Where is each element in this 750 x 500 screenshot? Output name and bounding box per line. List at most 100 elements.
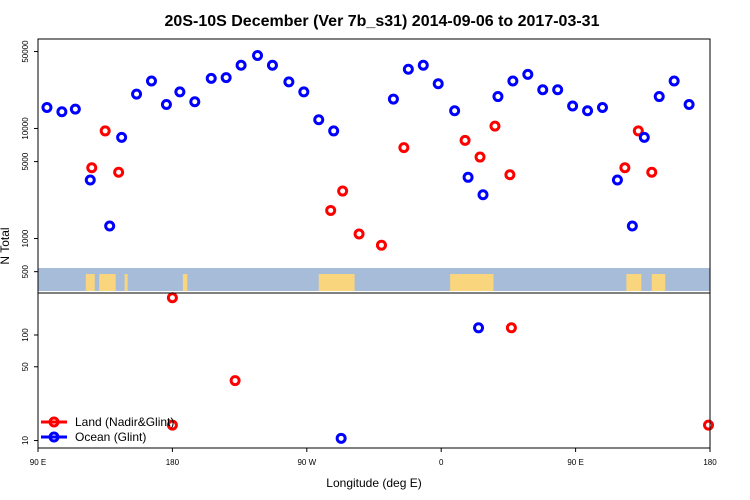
x-tick-label-5: 180: [703, 458, 717, 467]
map-land-2: [124, 274, 128, 291]
x-tick-label-1: 180: [166, 458, 180, 467]
x-tick-label-2: 90 W: [297, 458, 316, 467]
top-ocean-point-30: [537, 84, 549, 96]
top-land-point-15: [646, 166, 658, 178]
top-ocean-point-21: [402, 63, 414, 75]
bottom-y-tick-label-2: 100: [21, 328, 30, 342]
top-ocean-point-32: [567, 100, 579, 112]
legend-land-marker: [48, 416, 60, 428]
top-y-tick-label-1: 1000: [21, 229, 30, 247]
x-tick-label-0: 90 E: [30, 458, 46, 467]
top-ocean-point-24: [449, 105, 461, 117]
bottom-ocean-point-1: [473, 322, 485, 334]
x-tick-label-4: 90 E: [567, 458, 583, 467]
top-ocean-point-7: [145, 75, 157, 87]
top-ocean-point-40: [683, 99, 695, 111]
top-ocean-point-33: [582, 105, 594, 117]
top-ocean-point-0: [41, 102, 53, 114]
top-y-tick-label-2: 5000: [21, 152, 30, 170]
top-y-tick-label-3: 10000: [21, 117, 30, 140]
top-ocean-point-31: [552, 84, 564, 96]
legend-land-label: Land (Nadir&Glint): [75, 415, 174, 429]
top-land-point-0: [86, 162, 98, 174]
x-axis: 90 E 180 90 W 0 90 E 180: [30, 448, 717, 467]
top-land-point-6: [353, 228, 365, 240]
top-ocean-point-37: [638, 131, 650, 143]
top-land-point-9: [459, 134, 471, 146]
top-y-tick-label-4: 50000: [21, 40, 30, 63]
map-ocean: [38, 268, 710, 291]
bottom-land-point-0: [166, 419, 178, 431]
bottom-land-point-2: [505, 322, 517, 334]
top-ocean-point-20: [387, 93, 399, 105]
top-panel-points: [41, 50, 695, 304]
top-ocean-point-9: [174, 86, 186, 98]
map-land-6: [626, 274, 642, 291]
legend-ocean-label: Ocean (Glint): [75, 430, 146, 444]
top-ocean-point-4: [104, 220, 116, 232]
top-ocean-point-10: [189, 96, 201, 108]
top-ocean-point-6: [131, 88, 143, 100]
top-ocean-point-28: [507, 75, 519, 87]
bottom-y-tick-label-1: 50: [21, 362, 30, 371]
map-land-3: [182, 274, 188, 291]
bottom-panel-y-axis: 10 50 100: [21, 328, 38, 445]
top-land-point-13: [619, 162, 631, 174]
top-ocean-point-23: [432, 78, 444, 90]
top-ocean-point-22: [417, 59, 429, 71]
x-axis-label: Longitude (deg E): [326, 476, 421, 490]
top-land-point-11: [489, 120, 501, 132]
top-ocean-point-11: [205, 72, 217, 84]
map-land-0: [85, 274, 95, 291]
y-axis-label: N Total: [0, 227, 12, 264]
top-land-point-10: [474, 151, 486, 163]
top-ocean-point-17: [298, 86, 310, 98]
top-land-point-12: [504, 169, 516, 181]
top-ocean-point-5: [116, 131, 128, 143]
map-land-4: [318, 274, 355, 291]
top-ocean-point-34: [596, 102, 608, 114]
top-ocean-point-36: [626, 220, 638, 232]
top-ocean-point-18: [313, 114, 325, 126]
top-ocean-point-13: [235, 59, 247, 71]
top-land-point-7: [375, 239, 387, 251]
bottom-y-tick-label-0: 10: [21, 436, 30, 445]
top-land-point-4: [325, 204, 337, 216]
top-panel-frame: [37, 38, 711, 294]
bottom-land-point-1: [229, 375, 241, 387]
top-ocean-point-12: [220, 72, 232, 84]
top-land-point-8: [398, 142, 410, 154]
bottom-panel-frame: [37, 292, 711, 449]
bottom-panel-points: [166, 322, 715, 444]
top-ocean-point-38: [653, 91, 665, 103]
chart-title: 20S-10S December (Ver 7b_s31) 2014-09-06…: [165, 13, 600, 30]
top-ocean-point-3: [84, 174, 96, 186]
top-ocean-point-15: [266, 59, 278, 71]
bottom-ocean-point-0: [335, 432, 347, 444]
legend-ocean-marker: [48, 431, 60, 443]
top-ocean-point-25: [462, 171, 474, 183]
top-ocean-point-8: [160, 99, 172, 111]
top-ocean-point-1: [56, 106, 68, 118]
world-map-strip: [38, 268, 710, 291]
top-ocean-point-2: [69, 103, 81, 115]
map-land-1: [99, 274, 116, 291]
top-ocean-point-27: [492, 91, 504, 103]
top-land-point-1: [99, 125, 111, 137]
map-land-5: [450, 274, 494, 291]
top-land-point-14: [632, 125, 644, 137]
map-land-7: [651, 274, 666, 291]
bottom-land-point-3: [703, 419, 715, 431]
top-ocean-point-26: [477, 189, 489, 201]
top-panel-y-axis: 500 1000 5000 10000 50000: [21, 40, 38, 278]
top-ocean-point-19: [328, 125, 340, 137]
top-land-point-2: [113, 166, 125, 178]
x-tick-label-3: 0: [439, 458, 444, 467]
legend: Land (Nadir&Glint) Ocean (Glint): [41, 415, 174, 444]
top-land-point-3: [166, 292, 178, 304]
top-ocean-point-35: [611, 174, 623, 186]
top-ocean-point-29: [522, 68, 534, 80]
top-land-point-5: [337, 185, 349, 197]
top-y-tick-label-0: 500: [21, 264, 30, 278]
